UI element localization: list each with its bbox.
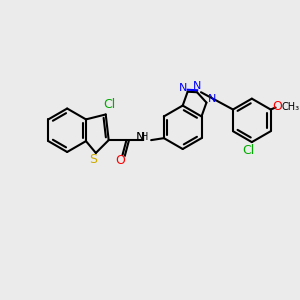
Text: Cl: Cl — [103, 98, 116, 111]
Text: O: O — [273, 100, 283, 113]
Text: Cl: Cl — [243, 145, 255, 158]
Text: H: H — [140, 132, 148, 142]
Text: N: N — [178, 83, 187, 93]
Text: N: N — [208, 94, 217, 103]
Text: CH₃: CH₃ — [281, 101, 299, 112]
Text: O: O — [116, 154, 125, 167]
Text: S: S — [89, 153, 97, 167]
Text: N: N — [193, 81, 201, 91]
Text: N: N — [136, 131, 145, 144]
